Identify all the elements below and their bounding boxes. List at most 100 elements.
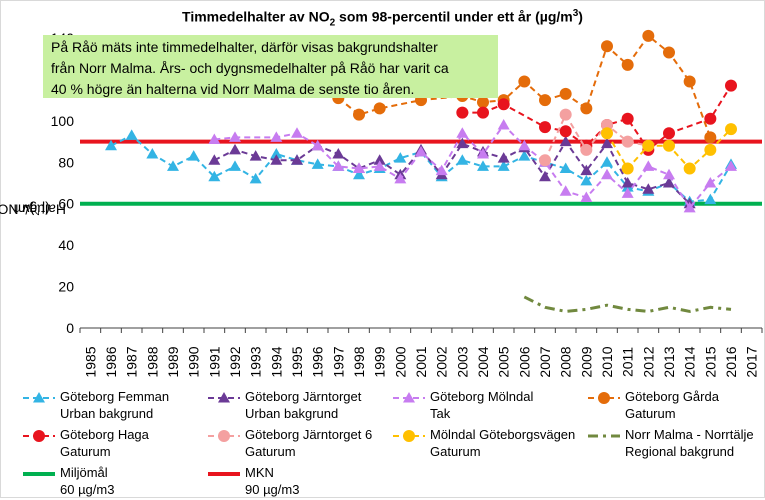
data-point-g-teborg-haga-2016: [725, 79, 737, 92]
legend-marker: [403, 392, 415, 403]
data-point-g-teborg-femman-1988: [146, 148, 159, 159]
data-point-g-teborg-g-rda-1998: [353, 108, 365, 121]
legend-sublabel: Gaturum: [625, 406, 676, 421]
data-point-g-teborg-g-rda-1999: [373, 102, 386, 115]
x-tick-label-1998: 1998: [351, 346, 367, 377]
data-point-g-teborg-haga-2008: [559, 125, 572, 138]
data-point-g-teborg-m-lndal-2000: [394, 172, 407, 184]
legend-label: Göteborg Järntorget: [245, 389, 362, 404]
x-tick-label-2009: 2009: [578, 346, 594, 377]
legend-sublabel: Regional bakgrund: [625, 444, 735, 459]
data-point-g-teborg-haga-2004: [477, 106, 489, 119]
legend-swatch-norr-malma-norrt-lje: [588, 434, 620, 438]
data-point-g-teborg-j-rntorget-2003: [456, 137, 469, 149]
y-tick-label-20: 20: [58, 279, 74, 295]
legend-swatch-m-lndal-g-teborgsv-gen: [393, 430, 425, 442]
x-tick-label-2011: 2011: [620, 347, 636, 377]
data-point-g-teborg-m-lndal-1995: [291, 127, 303, 138]
data-point-g-teborg-j-rntorget-1999: [373, 154, 386, 165]
legend-swatch-mkn: [208, 472, 240, 476]
legend-sublabel: Gaturum: [60, 444, 111, 459]
data-point-g-teborg-haga-2005: [497, 98, 510, 111]
data-point-g-teborg-femman-1990: [187, 150, 200, 161]
legend-swatch-g-teborg-m-lndal: [393, 392, 425, 403]
data-point-g-teborg-j-rntorget-6-2007: [539, 154, 551, 167]
data-point-g-teborg-femman-1994: [270, 148, 283, 159]
data-point-g-teborg-haga-2007: [539, 121, 551, 134]
data-point-g-teborg-m-lndal-1997: [332, 160, 345, 171]
data-point-g-teborg-m-lndal-2016: [725, 160, 737, 171]
series-norr-malma-norrt-lje: [523, 295, 732, 313]
legend-sublabel: Urban bakgrund: [245, 406, 339, 421]
data-point-g-teborg-m-lndal-2009: [580, 191, 593, 202]
legend-label: Norr Malma - Norrtälje: [625, 427, 754, 442]
x-tick-label-2003: 2003: [454, 346, 470, 377]
legend-swatch-g-teborg-haga: [23, 430, 55, 442]
x-tick-label-2015: 2015: [702, 346, 718, 377]
chart-legend: Göteborg Femman Urban bakgrund Göteborg Jä…: [22, 388, 762, 498]
data-point-m-lndal-g-teborgsv-gen-2013: [663, 139, 675, 152]
y-tick-label-0: 0: [66, 320, 74, 336]
data-point-g-teborg-j-rntorget-1997: [332, 148, 345, 159]
series-g-teborg-haga: [456, 79, 737, 156]
data-point-g-teborg-g-rda-2015: [704, 131, 717, 144]
x-tick-label-2006: 2006: [516, 346, 532, 377]
x-tick-label-2000: 2000: [392, 346, 408, 377]
data-point-g-teborg-m-lndal-2003: [456, 127, 469, 138]
annotation-line-3: 40 % högre än halterna vid Norr Malma de…: [51, 81, 415, 97]
data-point-g-teborg-j-rntorget-6-2011: [621, 135, 634, 148]
data-point-m-lndal-g-teborgsv-gen-2014: [683, 162, 696, 175]
legend-label: Göteborg Järntorget 6: [245, 427, 373, 442]
series-line-norr-malma-norrt-lje: [523, 295, 732, 313]
data-point-g-teborg-femman-2005: [497, 160, 510, 171]
data-point-m-lndal-g-teborgsv-gen-2015: [704, 143, 717, 156]
data-point-g-teborg-m-lndal-2015: [704, 177, 717, 188]
legend-swatch-g-teborg-g-rda: [588, 392, 620, 404]
chart-title: Timmedelhalter av NO2 som 98-percentil u…: [182, 8, 583, 29]
legend-swatch-milj-m-l: [23, 472, 55, 476]
annotation-line-1: På Råö mäts inte timmedelhalter, därför …: [51, 39, 438, 55]
series-g-teborg-m-lndal: [208, 119, 737, 213]
x-tick-label-1985: 1985: [82, 346, 98, 377]
data-point-g-teborg-femman-1992: [229, 160, 241, 171]
legend-label: Göteborg Femman: [60, 389, 170, 404]
x-tick-label-1995: 1995: [289, 346, 305, 377]
data-point-g-teborg-haga-2011: [621, 112, 634, 125]
legend-marker: [218, 392, 230, 403]
legend-item-g-teborg-j-rntorget: Göteborg Järntorget Urban bakgrund: [207, 388, 392, 424]
legend-sublabel: 90 µg/m3: [245, 482, 300, 497]
data-point-g-teborg-m-lndal-2014: [683, 201, 696, 213]
legend-label: Mölndal Göteborgsvägen: [430, 427, 576, 442]
data-point-g-teborg-g-rda-2012: [642, 29, 655, 42]
x-tick-label-2001: 2001: [413, 346, 429, 377]
legend-swatch-g-teborg-j-rntorget-6: [208, 430, 240, 442]
data-point-g-teborg-j-rntorget-6-2010: [601, 119, 613, 131]
legend-item-g-teborg-j-rntorget-6: Göteborg Järntorget 6 Gaturum: [207, 426, 392, 462]
legend-sublabel: Gaturum: [245, 444, 296, 459]
data-point-g-teborg-j-rntorget-2008: [559, 135, 572, 147]
data-point-g-teborg-j-rntorget-2005: [497, 152, 510, 163]
data-point-g-teborg-femman-2006: [518, 150, 531, 161]
data-point-g-teborg-femman-2003: [456, 154, 469, 165]
data-point-g-teborg-g-rda-2009: [580, 102, 593, 115]
data-point-g-teborg-m-lndal-2013: [663, 168, 675, 180]
x-tick-label-1996: 1996: [310, 346, 326, 377]
data-point-g-teborg-g-rda-2014: [683, 75, 696, 88]
data-point-g-teborg-femman-1987: [125, 129, 138, 140]
legend-item-g-teborg-g-rda: Göteborg Gårda Gaturum: [587, 388, 765, 424]
data-point-g-teborg-j-rntorget-6-2009: [580, 143, 593, 156]
x-tick-label-2016: 2016: [723, 346, 739, 377]
series-line-g-teborg-j-rntorget: [213, 140, 691, 205]
data-point-m-lndal-g-teborgsv-gen-2016: [725, 123, 737, 136]
data-point-g-teborg-m-lndal-1991: [208, 133, 221, 144]
legend-item-milj-m-l: Miljömål 60 µg/m3: [22, 464, 207, 500]
data-point-g-teborg-haga-2003: [456, 106, 469, 119]
chart-series: [80, 29, 762, 313]
data-point-g-teborg-haga-2013: [663, 127, 675, 140]
data-point-g-teborg-haga-2015: [704, 112, 717, 125]
data-point-g-teborg-m-lndal-1992: [229, 131, 241, 142]
series-m-lndal-g-teborgsv-gen: [601, 123, 737, 175]
data-point-g-teborg-g-rda-2013: [663, 46, 675, 59]
legend-sublabel: 60 µg/m3: [60, 482, 115, 497]
